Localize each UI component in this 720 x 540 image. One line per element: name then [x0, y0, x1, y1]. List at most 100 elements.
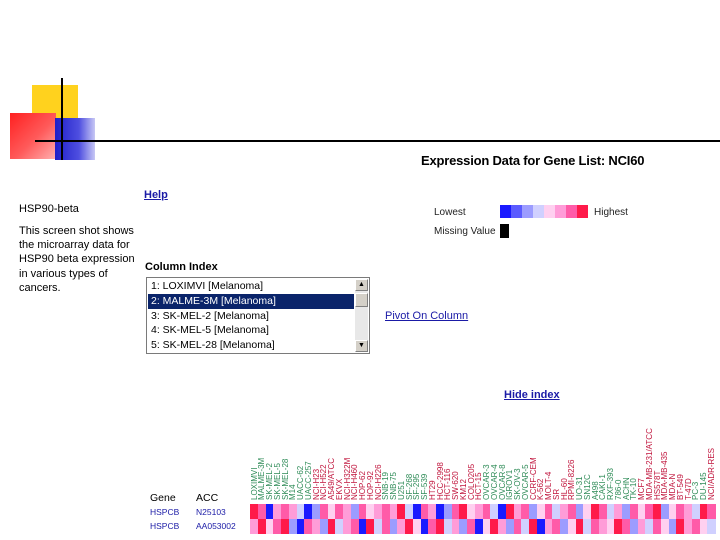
heatmap-cell: [653, 504, 662, 519]
list-item[interactable]: 1: LOXIMVI [Melanoma]: [151, 280, 264, 292]
heatmap-column-label: HCT-15: [474, 472, 484, 500]
heatmap-cell: [598, 519, 607, 534]
heatmap-column-label: U251: [396, 480, 406, 500]
help-link[interactable]: Help: [144, 189, 168, 201]
heatmap-cell: [281, 504, 290, 519]
heatmap-cell: [312, 519, 321, 534]
heatmap-column-label: LOXIMVI: [249, 467, 259, 500]
legend-color-scale: [500, 205, 588, 218]
heatmap-cell: [598, 504, 607, 519]
caption-title: HSP90-beta: [19, 203, 79, 215]
heatmap-column-label: CCRF-CEM: [528, 457, 538, 500]
heatmap-cell: [707, 504, 716, 519]
heatmap-cell: [296, 504, 305, 519]
heatmap-cell: [412, 504, 421, 519]
heatmap-cell: [505, 519, 514, 534]
scroll-down-icon[interactable]: ▼: [355, 340, 368, 352]
heatmap-column-label: SNB-75: [389, 471, 398, 500]
heatmap-cell: [436, 519, 445, 534]
heatmap-cell: [273, 504, 282, 519]
heatmap-cell: [374, 519, 383, 534]
list-item[interactable]: 4: SK-MEL-5 [Melanoma]: [151, 324, 269, 337]
heatmap-cell: [304, 504, 313, 519]
heatmap-cell: [288, 504, 297, 519]
heatmap-column-label: PC-3: [691, 481, 701, 500]
heatmap-cell: [521, 519, 530, 534]
heatmap-column-label: SK-MEL-5: [272, 463, 282, 500]
heatmap-column-label: SN12C: [582, 474, 592, 500]
list-item[interactable]: 5: SK-MEL-28 [Melanoma]: [151, 339, 275, 352]
listbox-scrollbar[interactable]: ▲ ▼: [355, 279, 368, 352]
heatmap-cell: [459, 504, 468, 519]
heatmap-column-label: SR: [551, 488, 561, 500]
legend-swatch: [555, 205, 566, 218]
caption-body: This screen shot shows the microarray da…: [19, 225, 135, 294]
heatmap-cell: [436, 504, 445, 519]
heatmap-column-label: UACC-257: [303, 461, 313, 500]
heatmap-cell: [629, 519, 638, 534]
heatmap-cell: [343, 504, 352, 519]
heatmap-cell: [366, 504, 375, 519]
heatmap-column-label: HOP-62: [358, 471, 367, 500]
heatmap-column-label: KM12: [458, 479, 468, 500]
heatmap-cell: [343, 519, 352, 534]
heatmap-cell: [637, 504, 646, 519]
heatmap-cell: [614, 519, 623, 534]
heatmap-cell: [536, 519, 545, 534]
heatmap-cell: [660, 504, 669, 519]
heatmap-column-label: SK-MEL-2: [265, 463, 274, 500]
heatmap-cell: [366, 519, 375, 534]
list-item-selected[interactable]: 2: MALME-3M [Melanoma]: [148, 293, 354, 309]
column-index-listbox[interactable]: 1: LOXIMVI [Melanoma] 2: MALME-3M [Melan…: [146, 277, 370, 354]
heatmap-column-label: T-47D: [683, 478, 693, 500]
heatmap-cell: [645, 504, 654, 519]
heatmap-column-label: OVCAR-4: [489, 464, 499, 500]
heatmap-cell: [467, 519, 476, 534]
acc-link[interactable]: N25103: [196, 507, 226, 517]
expression-heatmap: [250, 504, 716, 534]
heatmap-column-label: EKVX: [334, 478, 344, 500]
heatmap-cell: [521, 504, 530, 519]
heatmap-column-label: MDA-N: [668, 473, 677, 500]
legend-swatch: [511, 205, 522, 218]
heatmap-column-label: ACHN: [621, 477, 631, 500]
heatmap-column-label: SK-OV-3: [513, 468, 522, 500]
hide-index-link[interactable]: Hide index: [504, 389, 560, 401]
heatmap-column-label: HT29: [427, 480, 437, 500]
heatmap-cell: [397, 519, 406, 534]
heatmap-cell: [482, 504, 491, 519]
heatmap-column-label: MDA-MB-435: [660, 451, 670, 500]
heatmap-column-label: OVCAR-8: [497, 464, 507, 500]
heatmap-cell: [250, 504, 259, 519]
list-item[interactable]: 3: SK-MEL-2 [Melanoma]: [151, 309, 269, 322]
heatmap-cell: [637, 519, 646, 534]
heatmap-cell: [583, 519, 592, 534]
heatmap-column-label: A549/ATCC: [327, 457, 336, 500]
heatmap-column-label: HS578T: [652, 470, 662, 500]
heatmap-cell: [490, 519, 499, 534]
heatmap-cell: [544, 519, 553, 534]
acc-link[interactable]: AA053002: [196, 521, 236, 531]
heatmap-cell: [381, 519, 390, 534]
heatmap-cell: [498, 519, 507, 534]
heatmap-cell: [250, 519, 259, 534]
gene-column-header: Gene: [150, 492, 176, 504]
scrollbar-thumb[interactable]: [355, 293, 368, 307]
legend-missing-label: Missing Value: [434, 226, 496, 237]
heatmap-cell: [304, 519, 313, 534]
gene-cell: HSPCB: [150, 507, 180, 517]
heatmap-column-label: MALME-3M: [257, 457, 267, 500]
heatmap-cell: [335, 504, 344, 519]
heatmap-cell: [691, 504, 700, 519]
heatmap-cell: [397, 504, 406, 519]
heatmap-cell: [459, 519, 468, 534]
heatmap-cell: [389, 519, 398, 534]
heatmap-cell: [474, 504, 483, 519]
page-title: Expression Data for Gene List: NCI60: [421, 153, 645, 168]
heatmap-column-label: UACC-62: [296, 465, 305, 500]
heatmap-cell: [575, 504, 584, 519]
heatmap-column-label: HCC-2998: [435, 462, 445, 500]
scroll-up-icon[interactable]: ▲: [355, 279, 368, 291]
heatmap-cell: [583, 504, 592, 519]
pivot-on-column-link[interactable]: Pivot On Column: [385, 310, 469, 322]
